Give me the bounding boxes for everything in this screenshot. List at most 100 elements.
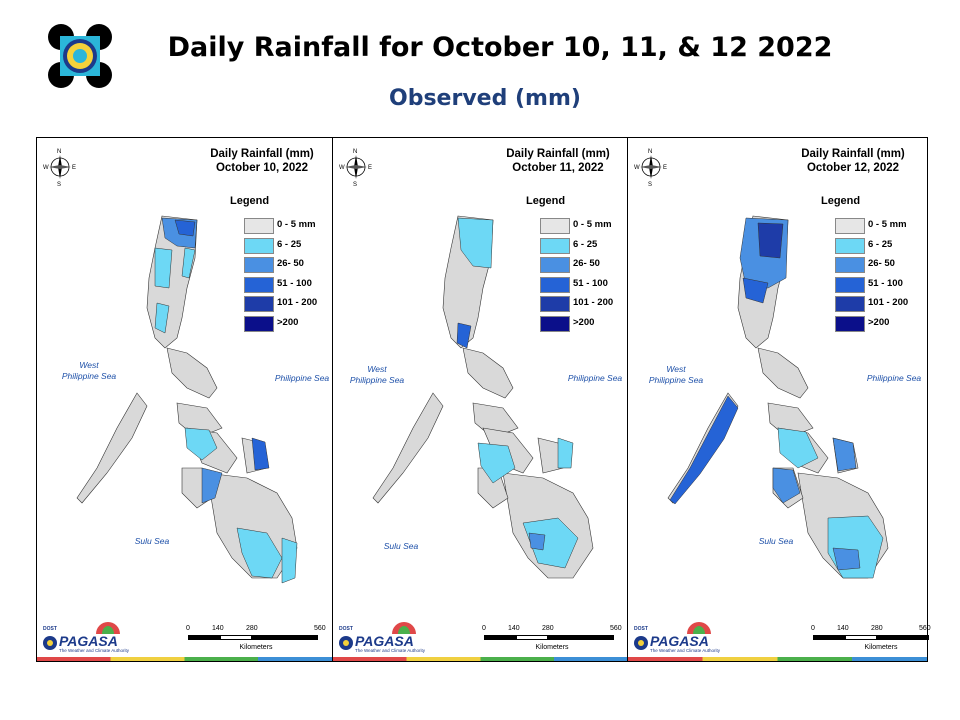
scale-bar: 0 140 280 560 Kilometers xyxy=(811,625,951,655)
panel-title-date: October 12, 2022 xyxy=(806,162,900,174)
map-panel-oct-12: N S W E Daily Rainfall (mm) October 12, … xyxy=(627,138,931,661)
philippines-rainfall-map xyxy=(372,215,594,579)
philippines-rainfall-map xyxy=(667,215,889,579)
sulu-sea-label: Sulu Sea xyxy=(383,541,419,551)
legend-title: Legend xyxy=(821,195,861,207)
compass-rose-icon: N S W E xyxy=(339,146,373,188)
legend-label: 51 - 100 xyxy=(868,277,903,289)
west-philippine-sea-label: West Philippine Sea xyxy=(648,364,704,385)
panel-title: Daily Rainfall (mm) October 12, 2022 xyxy=(788,147,918,175)
pagasa-logo: DOST PAGASA The Weather and Climate Auth… xyxy=(41,618,129,658)
legend-swatch xyxy=(244,218,274,234)
map-panel-oct-11: N S W E Daily Rainfall (mm) October 11, … xyxy=(332,138,628,661)
philippines-rainfall-map xyxy=(76,215,298,584)
legend-swatch xyxy=(835,237,865,254)
legend-swatch xyxy=(540,218,570,234)
compass-n: N xyxy=(648,149,652,155)
philippine-sea-label: Philippine Sea xyxy=(274,373,330,383)
legend-swatch xyxy=(540,315,570,332)
compass-s: S xyxy=(57,182,61,186)
map-panel-oct-10: N S W E Daily Rainfall (mm) October 10, … xyxy=(37,138,332,661)
compass-s: S xyxy=(648,182,652,186)
scale-tick: 280 xyxy=(542,625,554,632)
legend-swatch xyxy=(540,237,570,254)
legend-label: >200 xyxy=(277,316,299,328)
legend-swatch xyxy=(244,257,274,273)
legend-label: 51 - 100 xyxy=(277,277,312,289)
legend-swatch xyxy=(244,237,274,254)
legend-label: 26- 50 xyxy=(277,258,304,269)
legend-label: 0 - 5 mm xyxy=(868,219,907,230)
legend-swatch xyxy=(244,276,274,293)
compass-n: N xyxy=(57,149,61,155)
legend-swatch xyxy=(835,296,865,312)
legend-label: 101 - 200 xyxy=(277,297,318,308)
legend-label: 26- 50 xyxy=(573,258,600,269)
map-panels: N S W E Daily Rainfall (mm) October 10, … xyxy=(36,137,931,662)
legend-swatch xyxy=(244,315,274,332)
legend-label: >200 xyxy=(868,316,890,328)
legend-swatch xyxy=(835,257,865,273)
legend-label: 101 - 200 xyxy=(573,297,614,308)
compass-rose-icon: N S W E xyxy=(43,146,77,188)
philippine-sea-label: Philippine Sea xyxy=(567,373,623,383)
pagasa-logo: DOST PAGASA The Weather and Climate Auth… xyxy=(337,618,425,658)
legend-swatch xyxy=(540,296,570,312)
legend-label: 51 - 100 xyxy=(573,277,608,289)
scale-bar: 0 140 280 560 Kilometers xyxy=(482,625,622,655)
philippine-sea-label: Philippine Sea xyxy=(866,373,922,383)
legend-label: 6 - 25 xyxy=(277,238,302,250)
scale-unit: Kilometers xyxy=(535,644,569,651)
panel-title-line1: Daily Rainfall (mm) xyxy=(506,148,610,160)
pagasa-logo: DOST PAGASA The Weather and Climate Auth… xyxy=(632,618,720,658)
scale-tick: 140 xyxy=(837,625,849,632)
sulu-sea-label: Sulu Sea xyxy=(134,536,170,546)
compass-e: E xyxy=(72,165,76,171)
west-philippine-sea-label: West Philippine Sea xyxy=(61,360,117,381)
scale-unit: Kilometers xyxy=(239,644,273,651)
panel-title-date: October 10, 2022 xyxy=(215,162,309,174)
legend-title: Legend xyxy=(526,195,566,207)
panel-title: Daily Rainfall (mm) October 10, 2022 xyxy=(197,147,327,175)
legend-label: 0 - 5 mm xyxy=(573,219,612,230)
page-title: Daily Rainfall for October 10, 11, & 12 … xyxy=(167,32,833,63)
legend-swatch xyxy=(835,315,865,332)
compass-w: W xyxy=(339,165,345,171)
dost-pagasa-seal-icon xyxy=(46,22,114,90)
scale-unit: Kilometers xyxy=(864,644,898,651)
legend-label: >200 xyxy=(573,316,595,328)
sulu-sea-label: Sulu Sea xyxy=(758,536,794,546)
page-subtitle: Observed (mm) xyxy=(389,86,581,111)
panel-title: Daily Rainfall (mm) October 11, 2022 xyxy=(493,147,623,175)
panel-title-date: October 11, 2022 xyxy=(512,162,604,174)
west-philippine-sea-label: West Philippine Sea xyxy=(349,364,405,385)
legend-label: 101 - 200 xyxy=(868,297,909,308)
legend-label: 26- 50 xyxy=(868,258,895,269)
compass-n: N xyxy=(353,149,357,155)
legend-label: 0 - 5 mm xyxy=(277,219,316,230)
panel-title-line1: Daily Rainfall (mm) xyxy=(801,148,905,160)
scale-tick: 280 xyxy=(246,625,258,632)
compass-rose-icon: N S W E xyxy=(634,146,668,188)
scale-tick: 560 xyxy=(610,625,622,632)
legend-title: Legend xyxy=(230,195,270,207)
scale-bar: 0 140 280 560 Kilometers xyxy=(186,625,326,655)
color-stripe xyxy=(37,657,332,661)
compass-e: E xyxy=(368,165,372,171)
legend-swatch xyxy=(244,296,274,312)
scale-tick: 560 xyxy=(919,625,931,632)
scale-tick: 560 xyxy=(314,625,326,632)
legend-label: 6 - 25 xyxy=(573,238,598,250)
scale-tick: 140 xyxy=(508,625,520,632)
compass-s: S xyxy=(353,182,357,186)
compass-w: W xyxy=(43,165,49,171)
color-stripe xyxy=(333,657,628,661)
legend-swatch xyxy=(835,276,865,293)
legend-swatch xyxy=(540,257,570,273)
legend-swatch xyxy=(540,276,570,293)
scale-tick: 0 xyxy=(482,625,486,632)
legend-swatch xyxy=(835,218,865,234)
legend-label: 6 - 25 xyxy=(868,238,893,250)
scale-tick: 0 xyxy=(186,625,190,632)
color-stripe xyxy=(628,657,927,661)
